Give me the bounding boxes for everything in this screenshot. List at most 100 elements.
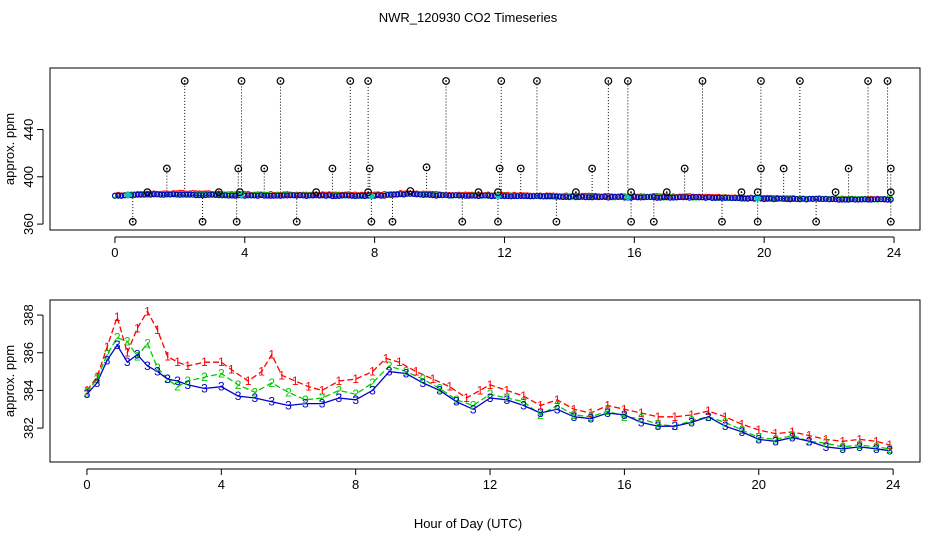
- series-symbol-3: 3: [688, 415, 695, 429]
- flagged-point-center: [146, 191, 149, 194]
- series-symbol-1: 1: [201, 355, 208, 369]
- flagged-point: [458, 217, 467, 226]
- top-data-point: [858, 196, 865, 203]
- top-data-point: [381, 192, 388, 199]
- top-data-point: [261, 192, 268, 199]
- series-symbol-2: 2: [554, 398, 561, 412]
- series-symbol-2: 2: [487, 387, 494, 401]
- series-symbol-1: 1: [688, 408, 695, 422]
- top-data-point: [358, 192, 365, 199]
- series-symbol-3: 3: [873, 442, 880, 456]
- top-data-point: [686, 194, 693, 201]
- top-data-point: [115, 192, 122, 199]
- flagged-point: [143, 188, 152, 197]
- top-y-tick-label: 400: [21, 166, 36, 188]
- series-symbol-2: 2: [671, 419, 678, 433]
- series-symbol-3: 3: [201, 382, 208, 396]
- flagged-point-center: [279, 80, 282, 82]
- series-symbol-3: 3: [252, 391, 259, 405]
- top-data-point: [459, 192, 466, 199]
- series-symbol-1: 1: [413, 365, 420, 379]
- flagged-point-center: [607, 80, 610, 82]
- series-symbol-3: 3: [134, 348, 141, 362]
- top-x-tick-label: 8: [371, 245, 378, 260]
- top-data-point: [576, 194, 583, 201]
- series-symbol-3: 3: [487, 391, 494, 405]
- top-data-point: [232, 192, 238, 199]
- flagged-point: [236, 188, 244, 197]
- top-data-point: [761, 196, 768, 203]
- flagged-point-center: [760, 167, 762, 170]
- top-plot-frame: [49, 67, 921, 231]
- top-data-point: [796, 196, 803, 203]
- flagged-point: [494, 217, 502, 226]
- flagged-point-center: [263, 167, 266, 170]
- top-data-point: [647, 194, 654, 201]
- flagged-point-center: [756, 191, 759, 194]
- series-symbol-3: 3: [806, 434, 813, 448]
- series-symbol-1: 1: [319, 383, 326, 397]
- series-symbol-1: 1: [228, 363, 235, 377]
- flagged-point-center: [425, 166, 428, 169]
- flagged-point-center: [886, 80, 889, 82]
- top-data-point: [508, 193, 514, 200]
- top-data-point: [637, 194, 644, 201]
- series-symbol-1: 1: [604, 398, 611, 412]
- top-data-point: [832, 196, 839, 203]
- top-data-point: [118, 192, 125, 199]
- top-data-point: [342, 192, 349, 199]
- top-data-point: [189, 191, 196, 198]
- top-data-point: [800, 195, 807, 202]
- top-data-point: [550, 193, 557, 200]
- top-data-point: [384, 192, 391, 198]
- top-data-point: [287, 192, 294, 199]
- top-data-point: [865, 196, 872, 203]
- flagged-point: [812, 217, 821, 226]
- series-symbol-1: 1: [268, 348, 275, 362]
- flagged-point: [831, 188, 840, 197]
- series-symbol-3: 3: [554, 402, 561, 416]
- series-symbol-2: 2: [184, 374, 191, 388]
- series-symbol-1: 1: [856, 432, 863, 446]
- top-data-point: [735, 195, 742, 202]
- smooth-point: [124, 191, 132, 199]
- series-symbol-2: 2: [755, 431, 762, 445]
- series-symbol-3: 3: [114, 338, 121, 352]
- top-data-point: [131, 192, 138, 199]
- top-data-point: [134, 191, 141, 198]
- top-data-point: [813, 195, 820, 202]
- series-symbol-3: 3: [621, 408, 628, 422]
- series-symbol-3: 3: [739, 425, 746, 439]
- flagged-point: [552, 217, 561, 226]
- bottom-x-axis: 0 4 8 12 16 20 24: [83, 468, 900, 492]
- series-symbol-1: 1: [84, 383, 91, 397]
- flagged-point: [442, 77, 450, 85]
- series-symbol-3: 3: [604, 406, 611, 420]
- top-data-point: [680, 194, 686, 201]
- top-data-point: [744, 195, 751, 202]
- series-symbol-2: 2: [621, 410, 628, 424]
- series-symbol-1: 1: [144, 304, 151, 318]
- series-symbol-1: 1: [839, 434, 846, 448]
- top-data-point: [446, 192, 453, 199]
- series-symbol-2: 2: [856, 438, 863, 452]
- top-data-point: [770, 196, 777, 203]
- top-data-point: [465, 192, 472, 199]
- flagged-point: [214, 188, 223, 197]
- series-symbol-3: 3: [218, 380, 225, 394]
- top-data-point: [608, 193, 615, 200]
- series-symbol-1: 1: [671, 410, 678, 424]
- series-symbol-3: 3: [587, 412, 594, 426]
- series-symbol-2: 2: [886, 442, 893, 456]
- top-x-tick-label: 20: [757, 245, 771, 260]
- series-symbol-1: 1: [571, 402, 578, 416]
- top-data-point: [329, 193, 336, 200]
- top-data-point: [738, 195, 745, 202]
- series-symbol-2: 2: [436, 382, 443, 396]
- top-data-point: [719, 195, 725, 201]
- top-data-point: [374, 192, 381, 199]
- series-symbol-3: 3: [470, 402, 477, 416]
- series-symbol-1: 1: [124, 346, 131, 360]
